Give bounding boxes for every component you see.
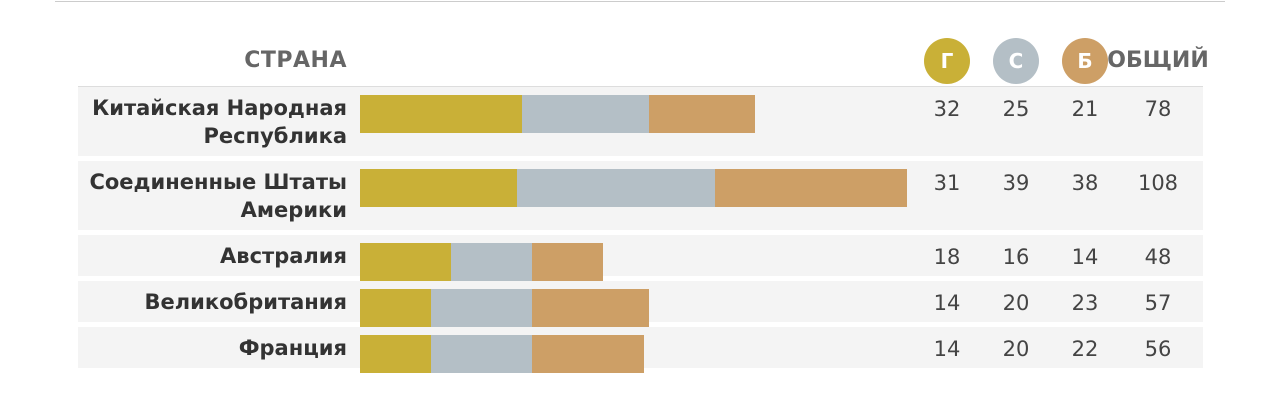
- total-count: 56: [1144, 337, 1172, 361]
- stacked-bar: [360, 243, 604, 281]
- total-count: 108: [1137, 171, 1179, 195]
- medal-count: 38: [1071, 171, 1099, 195]
- medal-count: 16: [1002, 245, 1030, 269]
- bar-segment: [532, 335, 644, 373]
- medal-count: 22: [1071, 337, 1099, 361]
- country-row: Соединенные Штаты Америки 31 39 38 108: [78, 161, 1203, 230]
- country-row: Австралия 18 16 14 48: [78, 235, 1203, 281]
- medal-count: 23: [1071, 291, 1099, 315]
- medal-count: 39: [1002, 171, 1030, 195]
- bar-segment: [714, 169, 907, 207]
- header-row: СТРАНА Г С Б ОБЩИЙ: [78, 38, 1228, 86]
- bar-segment: [648, 95, 756, 133]
- rows: Китайская Народная Республика 32 25 21 78 Сое…: [78, 87, 1203, 373]
- country-name: Австралия: [220, 244, 347, 268]
- country-name: Великобритания: [144, 290, 347, 314]
- bar-segment: [360, 335, 431, 373]
- bar-segment: [360, 95, 523, 133]
- bar-segment: [522, 95, 649, 133]
- medal-count: 14: [933, 291, 961, 315]
- legend-medal: Б: [1062, 38, 1108, 84]
- country-row: Франция 14 20 22 56: [78, 327, 1203, 373]
- country-row: Великобритания 14 20 23 57: [78, 281, 1203, 327]
- medal-count: 32: [933, 97, 961, 121]
- total-count: 78: [1144, 97, 1172, 121]
- legend-medal: Г: [924, 38, 970, 84]
- country-header: СТРАНА: [244, 48, 347, 73]
- stacked-bar: [360, 335, 644, 373]
- legend-medal: С: [993, 38, 1039, 84]
- medal-count: 20: [1002, 337, 1030, 361]
- bar-segment: [430, 335, 533, 373]
- stacked-bar: [360, 169, 907, 207]
- medal-count: 20: [1002, 291, 1030, 315]
- bar-segment: [360, 169, 517, 207]
- country-name: Китайская Народная Республика: [92, 96, 347, 148]
- header-rule: [78, 86, 1203, 87]
- medal-count: 14: [933, 337, 961, 361]
- country-row: Китайская Народная Республика 32 25 21 78: [78, 87, 1203, 156]
- bar-segment: [360, 289, 431, 327]
- bar-segment: [532, 243, 604, 281]
- bar-segment: [360, 243, 452, 281]
- bar-segment: [532, 289, 649, 327]
- country-name: Франция: [238, 336, 347, 360]
- medal-count: 21: [1071, 97, 1099, 121]
- stacked-bar: [360, 289, 649, 327]
- total-count: 48: [1144, 245, 1172, 269]
- medal-count: 25: [1002, 97, 1030, 121]
- bar-segment: [430, 289, 533, 327]
- total-count: 57: [1144, 291, 1172, 315]
- medal-count: 14: [1071, 245, 1099, 269]
- stacked-bar: [360, 95, 756, 133]
- medal-count: 31: [933, 171, 961, 195]
- bar-segment: [451, 243, 533, 281]
- total-header: ОБЩИЙ: [1107, 48, 1209, 73]
- top-rule: [55, 1, 1225, 2]
- country-name: Соединенные Штаты Америки: [89, 170, 347, 222]
- bar-segment: [517, 169, 715, 207]
- medal-count: 18: [933, 245, 961, 269]
